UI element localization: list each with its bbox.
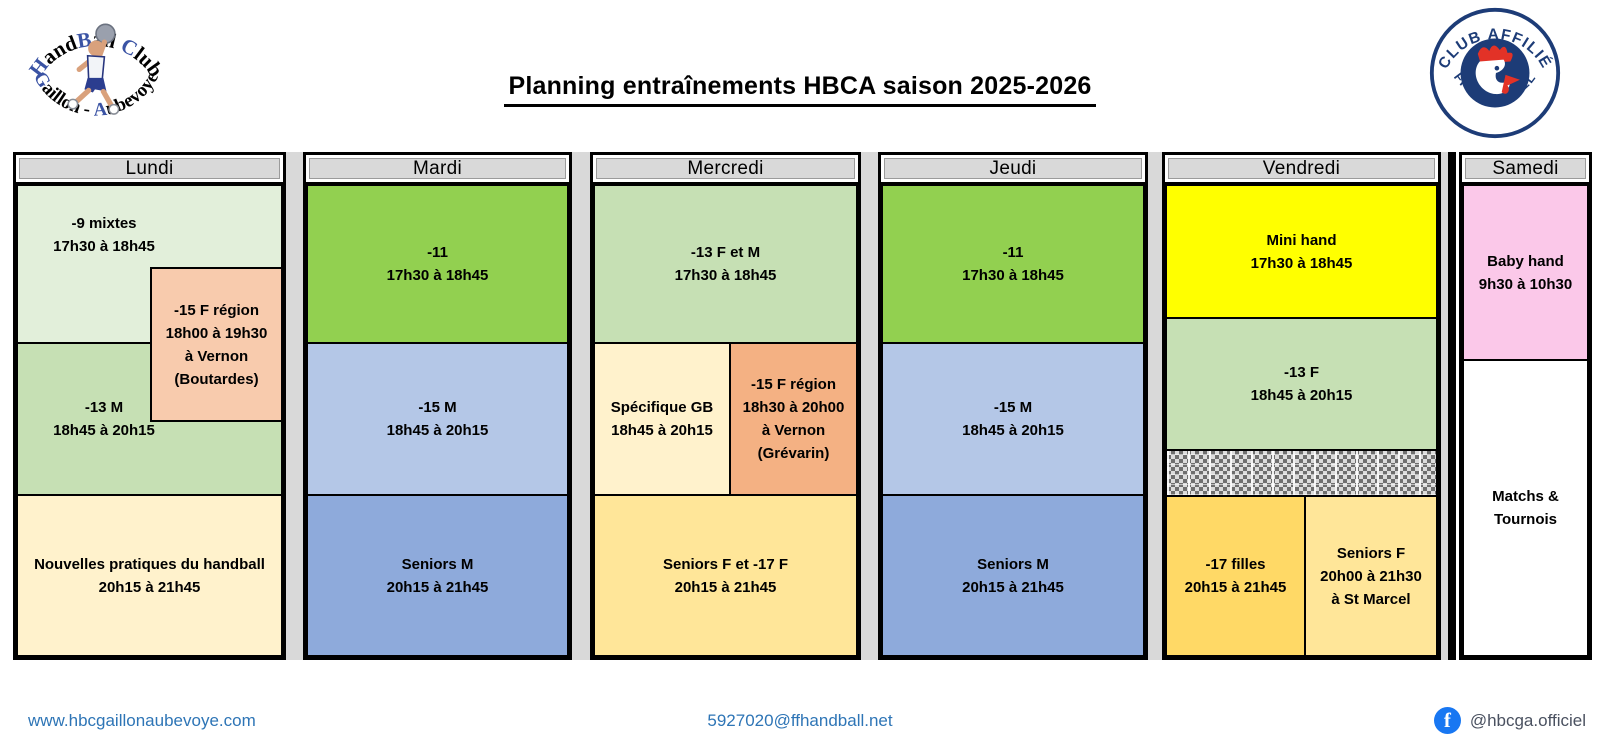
session-block: -11 17h30 à 18h45 [881, 184, 1145, 344]
day-header: Jeudi [881, 155, 1145, 184]
day-column-jeudi: Jeudi -11 17h30 à 18h45 -15 M 18h45 à 20… [878, 152, 1148, 660]
weekend-divider [1448, 152, 1456, 660]
session-block: Seniors F et -17 F 20h15 à 21h45 [593, 494, 858, 657]
session-block: Baby hand 9h30 à 10h30 [1462, 184, 1589, 361]
day-column-lundi: Lundi -9 mixtes 17h30 à 18h45 -13 M 18h4… [13, 152, 286, 660]
session-block-overlay: -15 F région 18h00 à 19h30 à Vernon (Bou… [150, 267, 283, 422]
rooster-icon [1475, 45, 1520, 95]
session-block: -15 F région 18h30 à 20h00 à Vernon (Gré… [729, 342, 858, 496]
session-block: -13 F et M 17h30 à 18h45 [593, 184, 858, 344]
column-gap [1148, 152, 1162, 660]
ffhandball-logo-icon: CLUB AFFILIÉ FFHANDBALL [1429, 7, 1561, 139]
session-block: Matchs & Tournois [1462, 359, 1589, 657]
facebook-handle: f @hbcga.officiel [1433, 707, 1586, 734]
affiliation-badge: CLUB AFFILIÉ FFHANDBALL [1428, 6, 1562, 145]
day-header: Mardi [306, 155, 569, 184]
column-gap [1441, 152, 1448, 660]
day-column-samedi: Samedi Baby hand 9h30 à 10h30 Matchs & T… [1459, 152, 1592, 660]
session-block: -15 M 18h45 à 20h15 [881, 342, 1145, 496]
facebook-handle-label[interactable]: @hbcga.officiel [1469, 710, 1586, 730]
session-block: -13 F 18h45 à 20h15 [1165, 317, 1438, 451]
day-column-mercredi: Mercredi -13 F et M 17h30 à 18h45 Spécif… [590, 152, 861, 660]
page-title: Planning entraînements HBCA saison 2025-… [504, 72, 1096, 107]
club-logo-graphic: HandBall Club Gaillon - Aubevoye [24, 23, 168, 121]
handball-player-icon [67, 23, 120, 115]
day-column-vendredi: Vendredi Mini hand 17h30 à 18h45 -13 F 1… [1162, 152, 1441, 660]
email-link[interactable]: 5927020@ffhandball.net [707, 711, 893, 730]
day-header: Mercredi [593, 155, 858, 184]
column-gap [286, 152, 303, 660]
column-gap [572, 152, 590, 660]
session-block: Seniors F 20h00 à 21h30 à St Marcel [1304, 495, 1438, 657]
day-header: Samedi [1462, 155, 1589, 184]
session-block: Seniors M 20h15 à 21h45 [881, 494, 1145, 657]
day-header: Vendredi [1165, 155, 1438, 184]
session-block: Spécifique GB 18h45 à 20h15 [593, 342, 731, 496]
session-block: Mini hand 17h30 à 18h45 [1165, 184, 1438, 319]
day-header: Lundi [16, 155, 283, 184]
session-block: -15 M 18h45 à 20h15 [306, 342, 569, 496]
session-block: -17 filles 20h15 à 21h45 [1165, 495, 1306, 657]
website-link[interactable]: www.hbcgaillonaubevoye.com [28, 711, 256, 730]
facebook-icon[interactable]: f [1433, 707, 1461, 734]
column-gap [861, 152, 878, 660]
session-block: -11 17h30 à 18h45 [306, 184, 569, 344]
day-column-mardi: Mardi -11 17h30 à 18h45 -15 M 18h45 à 20… [303, 152, 572, 660]
club-logo: HandBall Club Gaillon - Aubevoye [12, 2, 180, 145]
closed-slot-hatch [1165, 449, 1438, 497]
session-block: Seniors M 20h15 à 21h45 [306, 494, 569, 657]
footer: www.hbcgaillonaubevoye.com 5927020@ffhan… [0, 705, 1600, 745]
session-block: Nouvelles pratiques du handball 20h15 à … [16, 494, 283, 657]
